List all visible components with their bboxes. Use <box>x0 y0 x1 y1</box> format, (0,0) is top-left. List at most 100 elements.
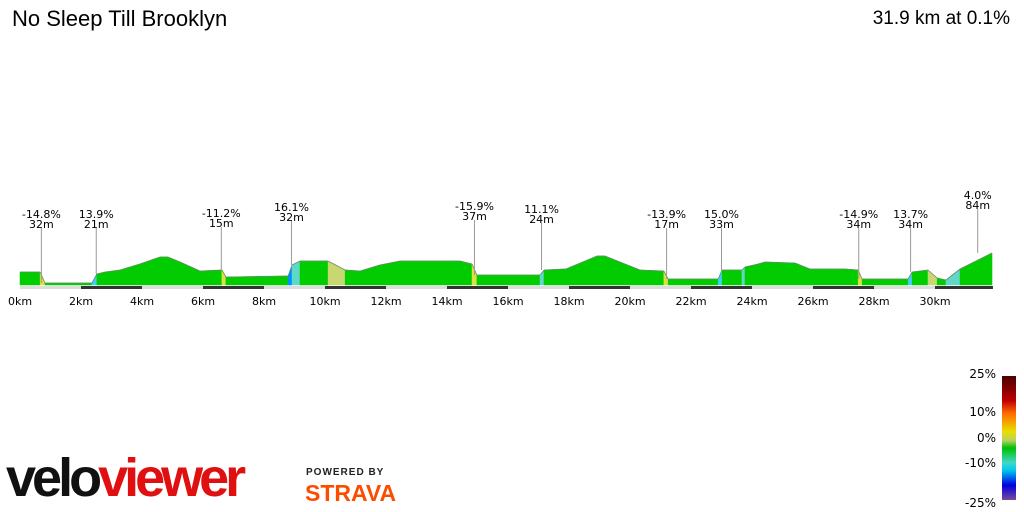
x-tick-label: 24km <box>736 295 767 308</box>
x-tick-label: 4km <box>130 295 154 308</box>
distance-bar-segment <box>569 286 630 289</box>
profile-segment <box>543 268 565 286</box>
profile-segment <box>959 252 993 286</box>
profile-outline <box>794 262 811 270</box>
profile-segment <box>911 269 929 286</box>
profile-outline <box>327 260 346 271</box>
profile-segment <box>225 275 289 286</box>
elevation-profile-chart: 0km 2km 4km 6km 8km 10km 12km 14km 16km 18km 20km 2… <box>8 189 993 308</box>
annotation-length: 15m <box>209 217 234 230</box>
profile-outline <box>167 256 181 263</box>
annotation-grade: 15.0% <box>704 208 739 221</box>
profile-outline <box>199 269 222 272</box>
profile-outline <box>359 264 381 272</box>
legend-label: 25% <box>969 367 996 381</box>
legend-label: -25% <box>964 496 996 510</box>
distance-bar-segment <box>386 286 447 289</box>
annotation-grade: -15.9% <box>455 200 494 213</box>
profile-outline <box>741 266 746 271</box>
profile-outline <box>221 269 227 278</box>
gradient-color-bar <box>1002 376 1016 500</box>
annotation-grade: -14.9% <box>839 208 878 221</box>
profile-outline <box>460 260 473 265</box>
distance-bar-segment <box>20 286 81 289</box>
distance-bar-segment <box>142 286 203 289</box>
strava-logo[interactable]: STRAVA <box>305 480 397 506</box>
x-tick-label: 8km <box>252 295 276 308</box>
profile-segment <box>764 261 796 286</box>
distance-bar-segment <box>630 286 691 289</box>
annotation-grade: -11.2% <box>202 207 241 220</box>
distance-bar-segment <box>203 286 264 289</box>
veloviewer-logo[interactable]: veloviewer <box>6 448 246 508</box>
x-tick-label: 16km <box>492 295 523 308</box>
profile-segment <box>744 263 759 286</box>
distance-bar-segment <box>935 286 993 289</box>
profile-outline <box>757 261 766 265</box>
annotation-length: 21m <box>84 218 109 231</box>
distance-bar-segment <box>447 286 508 289</box>
profile-segment <box>459 260 473 286</box>
x-tick-label: 22km <box>675 295 706 308</box>
legend-label: -10% <box>964 456 996 470</box>
profile-outline <box>844 268 859 271</box>
annotation-length: 32m <box>279 211 304 224</box>
profile-outline <box>291 260 301 266</box>
x-tick-label: 10km <box>309 295 340 308</box>
profile-outline <box>225 275 289 278</box>
annotation-grade: 4.0% <box>964 189 992 202</box>
profile-outline <box>105 269 121 273</box>
annotation-length: 34m <box>846 218 871 231</box>
profile-segment <box>299 260 329 286</box>
profile-segment <box>809 268 846 286</box>
distance-bar-segment <box>874 286 935 289</box>
annotation-length: 84m <box>965 199 990 212</box>
profile-segment <box>639 269 665 286</box>
profile-outline <box>139 256 161 265</box>
x-tick-label: 0km <box>8 295 32 308</box>
profile-segment <box>945 268 961 286</box>
profile-outline <box>539 269 545 276</box>
profile-segment <box>861 278 909 286</box>
profile-segment <box>139 256 161 286</box>
profile-outline <box>119 263 140 271</box>
profile-segment <box>344 269 361 286</box>
annotation-length: 37m <box>462 210 487 223</box>
powered-by-label: POWERED BY <box>306 467 385 478</box>
annotation-length: 33m <box>709 218 734 231</box>
legend-label: 0% <box>976 431 996 445</box>
legend-label: 10% <box>969 405 996 419</box>
profile-segment <box>844 268 859 286</box>
x-tick-label: 28km <box>858 295 889 308</box>
profile-outline <box>543 268 565 271</box>
x-tick-label: 2km <box>69 295 93 308</box>
profile-outline <box>937 277 947 281</box>
profile-outline <box>345 269 361 272</box>
profile-segment <box>927 269 938 286</box>
annotation-grade: -13.9% <box>647 208 686 221</box>
gradient-legend: 25% 10% 0% -10% -25% <box>950 366 1024 512</box>
annotation-grade: 13.9% <box>79 208 114 221</box>
profile-outline <box>663 270 669 280</box>
profile-outline <box>379 260 401 266</box>
route-summary: 31.9 km at 0.1% <box>872 8 1010 29</box>
x-tick-label: 14km <box>431 295 462 308</box>
profile-outline <box>96 271 106 275</box>
distance-bar-segment <box>691 286 752 289</box>
profile-segment <box>104 269 121 286</box>
profile-outline <box>604 255 641 271</box>
profile-outline <box>959 252 993 270</box>
x-tick-label: 26km <box>797 295 828 308</box>
annotation-length: 24m <box>529 213 554 226</box>
x-tick-label: 18km <box>553 295 584 308</box>
profile-outline <box>565 255 598 270</box>
profile-outline <box>91 273 98 284</box>
profile-segment <box>757 261 766 286</box>
profile-outline <box>765 261 796 264</box>
profile-outline <box>179 261 201 272</box>
profile-segment <box>604 255 641 286</box>
annotation-grade: 16.1% <box>274 201 309 214</box>
profile-segment <box>159 256 169 286</box>
profile-outline <box>912 269 929 273</box>
annotation-length: 17m <box>654 218 679 231</box>
